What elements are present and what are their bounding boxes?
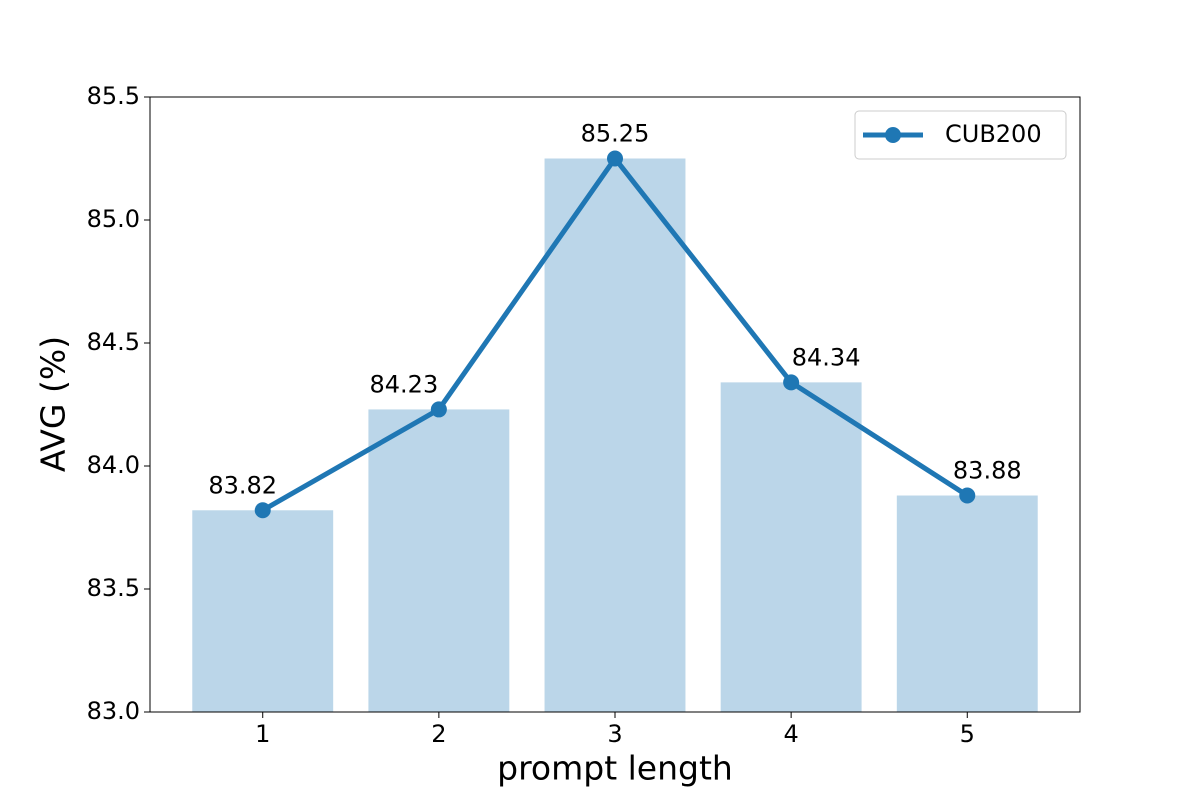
line-marker bbox=[959, 487, 976, 504]
x-tick-label: 4 bbox=[783, 720, 798, 748]
legend-marker bbox=[885, 127, 901, 143]
bar bbox=[368, 409, 510, 712]
data-label: 83.82 bbox=[208, 471, 277, 499]
data-label: 83.88 bbox=[953, 457, 1022, 485]
bar bbox=[544, 158, 686, 712]
y-axis-label: AVG (%) bbox=[34, 336, 73, 472]
x-tick-label: 5 bbox=[960, 720, 975, 748]
y-tick-label: 84.0 bbox=[87, 451, 140, 479]
x-axis-label: prompt length bbox=[497, 749, 733, 788]
legend-label: CUB200 bbox=[945, 120, 1042, 148]
x-tick-label: 2 bbox=[431, 720, 446, 748]
data-label: 84.23 bbox=[370, 370, 439, 398]
y-tick-label: 83.5 bbox=[87, 574, 140, 602]
legend-box bbox=[854, 110, 1067, 160]
x-tick-label: 1 bbox=[255, 720, 270, 748]
y-tick-label: 85.5 bbox=[87, 82, 140, 110]
data-label: 84.34 bbox=[792, 343, 861, 371]
y-tick-label: 84.5 bbox=[87, 328, 140, 356]
line-marker bbox=[430, 401, 447, 418]
bar bbox=[720, 382, 862, 712]
line-marker bbox=[254, 502, 271, 519]
data-label: 85.25 bbox=[581, 120, 650, 148]
line-marker bbox=[783, 374, 800, 391]
y-tick-label: 83.0 bbox=[87, 697, 140, 725]
bar bbox=[192, 510, 334, 712]
bar bbox=[896, 495, 1038, 712]
y-tick-label: 85.0 bbox=[87, 205, 140, 233]
line-marker bbox=[607, 150, 623, 167]
x-tick-label: 3 bbox=[607, 720, 622, 748]
